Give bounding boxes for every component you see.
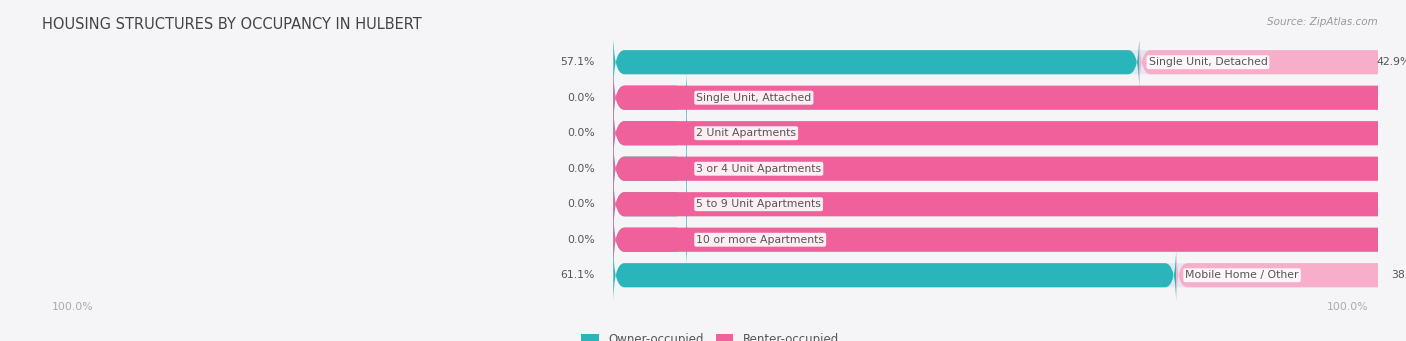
Text: 100.0%: 100.0% bbox=[1327, 302, 1368, 312]
Text: HOUSING STRUCTURES BY OCCUPANCY IN HULBERT: HOUSING STRUCTURES BY OCCUPANCY IN HULBE… bbox=[42, 17, 422, 32]
FancyBboxPatch shape bbox=[613, 67, 1406, 128]
FancyBboxPatch shape bbox=[613, 209, 1406, 270]
FancyBboxPatch shape bbox=[613, 138, 1406, 199]
FancyBboxPatch shape bbox=[613, 174, 1406, 235]
Text: 0.0%: 0.0% bbox=[567, 164, 595, 174]
Text: 0.0%: 0.0% bbox=[567, 93, 595, 103]
FancyBboxPatch shape bbox=[613, 209, 1406, 270]
FancyBboxPatch shape bbox=[613, 245, 1406, 306]
FancyBboxPatch shape bbox=[613, 138, 1406, 199]
Text: 0.0%: 0.0% bbox=[567, 235, 595, 245]
Text: Single Unit, Attached: Single Unit, Attached bbox=[696, 93, 811, 103]
Text: 0.0%: 0.0% bbox=[567, 199, 595, 209]
FancyBboxPatch shape bbox=[613, 209, 688, 270]
Text: 0.0%: 0.0% bbox=[567, 128, 595, 138]
Text: 38.9%: 38.9% bbox=[1391, 270, 1406, 280]
Text: Mobile Home / Other: Mobile Home / Other bbox=[1185, 270, 1299, 280]
Text: 100.0%: 100.0% bbox=[52, 302, 93, 312]
FancyBboxPatch shape bbox=[613, 138, 688, 199]
FancyBboxPatch shape bbox=[1139, 32, 1406, 93]
FancyBboxPatch shape bbox=[613, 67, 1406, 128]
FancyBboxPatch shape bbox=[613, 32, 1406, 93]
FancyBboxPatch shape bbox=[613, 67, 688, 128]
Text: 42.9%: 42.9% bbox=[1376, 57, 1406, 67]
FancyBboxPatch shape bbox=[613, 174, 1406, 235]
Legend: Owner-occupied, Renter-occupied: Owner-occupied, Renter-occupied bbox=[576, 329, 844, 341]
Text: 3 or 4 Unit Apartments: 3 or 4 Unit Apartments bbox=[696, 164, 821, 174]
FancyBboxPatch shape bbox=[613, 103, 1406, 164]
Text: 2 Unit Apartments: 2 Unit Apartments bbox=[696, 128, 796, 138]
FancyBboxPatch shape bbox=[613, 103, 688, 164]
FancyBboxPatch shape bbox=[613, 174, 688, 235]
Text: 57.1%: 57.1% bbox=[561, 57, 595, 67]
FancyBboxPatch shape bbox=[613, 103, 1406, 164]
FancyBboxPatch shape bbox=[1177, 245, 1406, 306]
Text: Single Unit, Detached: Single Unit, Detached bbox=[1149, 57, 1267, 67]
FancyBboxPatch shape bbox=[613, 32, 1139, 93]
Text: 5 to 9 Unit Apartments: 5 to 9 Unit Apartments bbox=[696, 199, 821, 209]
Text: 61.1%: 61.1% bbox=[561, 270, 595, 280]
FancyBboxPatch shape bbox=[613, 245, 1177, 306]
Text: 10 or more Apartments: 10 or more Apartments bbox=[696, 235, 824, 245]
Text: Source: ZipAtlas.com: Source: ZipAtlas.com bbox=[1267, 17, 1378, 27]
